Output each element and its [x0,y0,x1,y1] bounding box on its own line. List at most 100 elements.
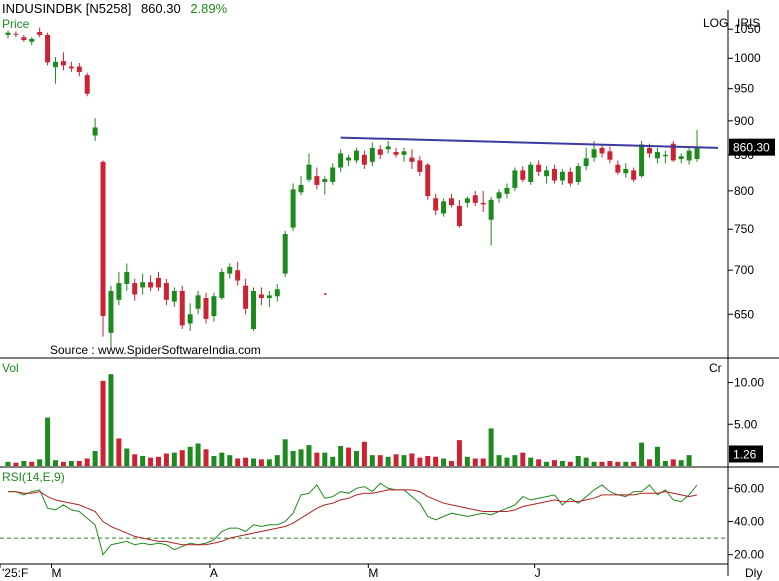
volume-bar [290,450,296,466]
candle-down [472,195,478,203]
candle-up [464,198,470,203]
ticker-symbol: INDUSINDBK [N5258] [2,1,132,16]
candle-down [203,298,209,319]
volume-bar [607,460,613,466]
log-toggle[interactable]: LOG [703,16,729,30]
volume-bar [670,459,676,466]
price-tick-label: 800 [734,184,754,198]
volume-bar [76,460,82,466]
chart-frame [0,10,779,576]
volume-bar [520,452,526,466]
volume-bar [53,460,59,466]
volume-tick-label: 10.00 [734,376,764,390]
candle-down [551,168,557,181]
candle-up [369,147,375,162]
candle-up [528,164,534,182]
candle-down [76,66,82,73]
candle-up [686,150,692,161]
candle-up [274,289,280,297]
volume-bar [45,417,51,466]
candle-down [607,151,613,160]
candle-up [575,166,581,182]
candle-down [155,277,161,288]
candle-up [92,127,98,136]
volume-bar [108,374,114,466]
volume-bar [433,456,439,466]
volume-bar [425,455,431,466]
candle-down [377,149,383,155]
volume-bar [449,460,455,466]
candle-up [583,158,589,167]
candle-down [45,34,51,63]
candle-down [179,290,185,326]
candle-up [211,296,217,317]
candle-up [488,199,494,220]
volume-bar [385,456,391,466]
volume-bar [631,461,637,466]
volume-bar [124,448,130,466]
candle-down [425,164,431,197]
volume-bar [314,452,320,466]
candle-down [68,66,74,69]
resistance-trendline [340,136,719,149]
last-volume-box [729,445,763,463]
volume-bar [258,459,264,466]
candle-up [623,168,629,174]
candle-down [520,170,526,180]
candle-down [456,205,462,227]
volume-bar [13,462,19,466]
volume-bar [686,455,692,466]
volume-bar [29,461,35,466]
candle-up [559,171,565,181]
candle-down [314,176,320,185]
candle-down [647,147,653,154]
candle-up [678,156,684,160]
volume-bar [615,461,621,466]
candle-down [21,37,27,41]
volume-bar [591,461,597,466]
candle-down [148,282,154,288]
candle-up [187,314,193,324]
candle-up [227,266,233,274]
volume-bar [322,452,328,466]
candle-up [504,187,510,194]
rsi-tick-label: 20.00 [734,548,764,562]
volume-bar [599,461,605,466]
volume-bar [282,439,288,466]
candle-down [163,283,169,300]
price-tick-label: 1000 [734,51,761,65]
volume-bar [654,446,660,466]
volume-bar [377,455,383,466]
volume-bar [227,455,233,466]
last-price-box [729,138,775,156]
volume-bar [575,455,581,466]
volume-bar [195,443,201,466]
volume-bar [456,440,462,466]
candle-up [298,184,304,193]
volume-bar [60,461,66,466]
volume-bar [544,461,550,466]
volume-bar [211,455,217,466]
candle-up [662,154,668,157]
candle-down [449,198,455,206]
candle-up [591,149,597,158]
volume-bar [353,450,359,466]
volume-bar [140,455,146,466]
candle-down [37,32,43,35]
candle-up [385,146,391,150]
volume-bar [401,455,407,466]
candle-up [639,144,645,177]
time-axis-label: A [210,566,218,580]
candle-down [670,143,676,161]
candle-up [346,157,352,161]
volume-bar [417,457,423,466]
period-label: Dly [745,566,763,580]
candle-down [258,294,264,299]
volume-bar [251,458,257,466]
candle-down [409,157,415,162]
price-tick-label: 750 [734,222,754,236]
candle-up [171,290,177,302]
volume-bar [512,455,518,466]
candle-up [654,152,660,159]
candle-up [195,295,201,309]
